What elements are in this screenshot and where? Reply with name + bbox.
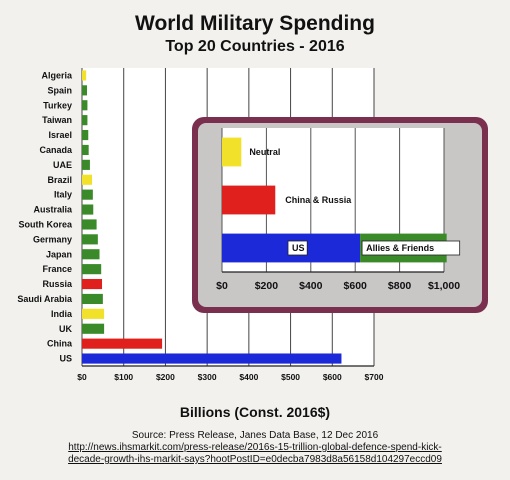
- inset-label: China & Russia: [285, 195, 352, 205]
- inset-bar-neutral: [222, 137, 242, 167]
- bar-italy: [82, 189, 93, 200]
- category-label: Japan: [46, 249, 72, 259]
- x-tick-label: $200: [156, 372, 175, 382]
- inset-label-box: [287, 240, 308, 256]
- x-tick-label: $100: [114, 372, 133, 382]
- bar-australia: [82, 204, 94, 215]
- inset-label: US: [292, 243, 305, 253]
- inset-x-tick-label: $400: [299, 280, 323, 292]
- x-axis-label: Billions (Const. 2016$): [179, 404, 331, 420]
- x-tick-label: $300: [198, 372, 217, 382]
- category-label: Germany: [33, 234, 72, 244]
- category-label: US: [59, 354, 72, 364]
- category-label: Canada: [39, 145, 73, 155]
- bar-south-korea: [82, 219, 97, 230]
- bar-us: [82, 353, 342, 364]
- bar-canada: [82, 144, 89, 156]
- chart-title: World Military Spending: [135, 12, 375, 35]
- x-tick-label: $500: [281, 372, 300, 382]
- category-label: Turkey: [43, 100, 72, 110]
- category-label: Australia: [33, 205, 73, 215]
- category-label: France: [42, 264, 72, 274]
- bar-uae: [82, 159, 90, 170]
- category-label: Italy: [54, 190, 72, 200]
- category-label: UK: [59, 324, 72, 334]
- inset-label: Neutral: [249, 147, 280, 157]
- source-note: Source: Press Release, Janes Data Base, …: [0, 430, 510, 466]
- bar-taiwan: [82, 115, 88, 126]
- chart-subtitle: Top 20 Countries - 2016: [165, 38, 345, 55]
- bar-china: [82, 338, 163, 349]
- category-label: UAE: [53, 160, 72, 170]
- bar-france: [82, 264, 102, 275]
- source-url-line2[interactable]: decade-growth-ihs-markit-says?hootPostID…: [68, 454, 442, 465]
- inset-bar-china-russia: [222, 185, 276, 215]
- bar-russia: [82, 278, 103, 290]
- category-label: China: [47, 339, 73, 349]
- inset-label: Allies & Friends: [366, 243, 434, 253]
- x-tick-label: $400: [239, 372, 258, 382]
- bar-algeria: [82, 70, 87, 81]
- bar-india: [82, 308, 105, 319]
- bar-spain: [82, 85, 88, 96]
- category-label: Spain: [47, 85, 72, 95]
- category-label: Israel: [48, 130, 72, 140]
- source-url-line1[interactable]: http://news.ihsmarkit.com/press-release/…: [68, 442, 442, 453]
- inset-label-box: [361, 240, 461, 256]
- x-tick-label: $700: [365, 372, 384, 382]
- inset-x-tick-label: $600: [344, 280, 368, 292]
- category-label: Russia: [42, 279, 73, 289]
- inset-x-tick-label: $0: [216, 280, 228, 292]
- category-label: India: [51, 309, 73, 319]
- bar-israel: [82, 129, 89, 141]
- bar-brazil: [82, 174, 93, 185]
- category-label: Algeria: [41, 70, 73, 80]
- x-tick-label: $0: [77, 372, 87, 382]
- source-text: Source: Press Release, Janes Data Base, …: [131, 430, 379, 441]
- category-label: Saudi Arabia: [17, 294, 73, 304]
- bar-germany: [82, 234, 98, 245]
- bar-uk: [82, 323, 105, 334]
- x-tick-label: $600: [323, 372, 342, 382]
- category-label: South Korea: [18, 219, 72, 229]
- category-label: Brazil: [47, 175, 72, 185]
- bar-turkey: [82, 100, 88, 111]
- category-label: Taiwan: [42, 115, 72, 125]
- bar-japan: [82, 249, 100, 260]
- bar-saudi-arabia: [82, 293, 103, 305]
- inset-x-tick-label: $1,000: [428, 280, 460, 292]
- inset-x-tick-label: $200: [255, 280, 279, 292]
- inset-x-tick-label: $800: [388, 280, 412, 292]
